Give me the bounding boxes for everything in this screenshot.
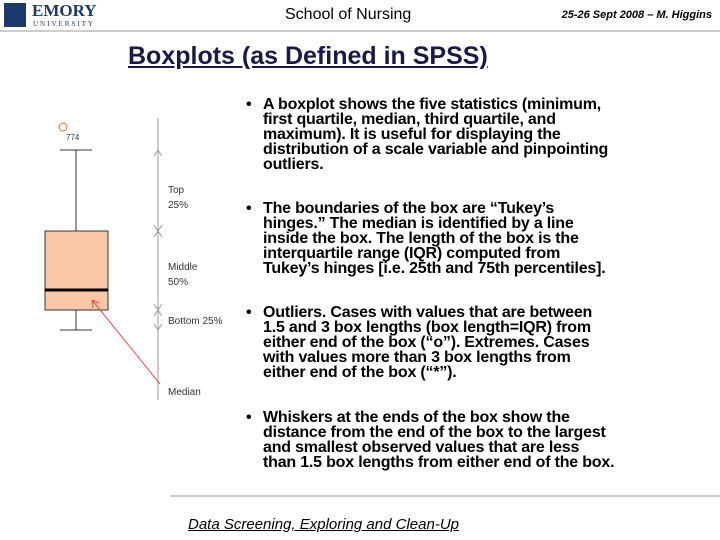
bullet-line: inside the box. The length of the box is… [263,230,579,247]
bullet-dot: • [246,200,252,217]
bullet-line: either end of the box (“*”). [263,364,457,381]
bullet-line: either end of the box (“o”). Extremes. C… [263,334,590,351]
diagram-label: 25% [168,200,188,211]
outlier-label: 774 [66,133,80,142]
bullet: • The boundaries of the box are “Tukey’s h… [246,200,606,277]
bullet: • Outliers. Cases with values that are be… [246,304,593,381]
diagram-label: Bottom 25% [168,316,223,327]
bullet-line: A boxplot shows the five statistics (min… [263,96,602,113]
bullet-line: than 1.5 box lengths from either end of … [263,454,615,471]
range-arrows [153,149,163,331]
bullet-line: The boundaries of the box are “Tukey’s [263,200,555,217]
bullet-dot: • [246,409,252,426]
bullet: • Whiskers at the ends of the box show th… [246,409,615,471]
header-center: School of Nursing [285,6,412,23]
diagram-label: Top [168,185,185,196]
median-pointer [91,299,161,385]
bullet-line: with values more than 3 box lengths from [263,349,571,366]
diagram-label: 50% [168,277,188,288]
bullet-line: Tukey’s hinges [i.e. 25th and 75th perce… [263,260,606,277]
diagram-label: Middle [168,262,198,273]
bullet-dot: • [246,304,252,321]
header-right: 25-26 Sept 2008 – M. Higgins [561,9,712,21]
box [44,230,109,311]
logo-shield [4,3,26,27]
bullet-line: outliers. [263,156,324,173]
bullet-line: Whiskers at the ends of the box show the [263,409,570,426]
bullet-line: interquartile range (IQR) computed from [263,245,561,262]
diagram-label: Median [168,387,201,398]
bullet-line: and smallest observed values that are le… [263,439,580,456]
logo-sub: UNIVERSITY [33,20,95,28]
bullet-line: first quartile, median, third quartile, … [263,111,556,128]
bullet-line: 1.5 and 3 box lengths (box length=IQR) f… [263,319,591,336]
bullet-line: Outliers. Cases with values that are bet… [263,304,593,321]
bullet-line: hinges.” The median is identified by a l… [263,215,574,232]
bullet-line: maximum). It is useful for displaying th… [263,126,561,143]
bullet-line: distribution of a scale variable and pin… [263,141,609,158]
logo-name: EMORY [32,1,97,20]
pointer-head [91,299,100,309]
bullet-line: distance from the end of the box to the … [263,424,606,441]
outlier-mark [58,122,68,132]
slide-title: Boxplots (as Defined in SPSS) [128,42,488,70]
bullet: • A boxplot shows the five statistics (mi… [246,96,609,173]
bullet-dot: • [246,96,252,113]
footer: Data Screening, Exploring and Clean-Up [188,516,459,533]
